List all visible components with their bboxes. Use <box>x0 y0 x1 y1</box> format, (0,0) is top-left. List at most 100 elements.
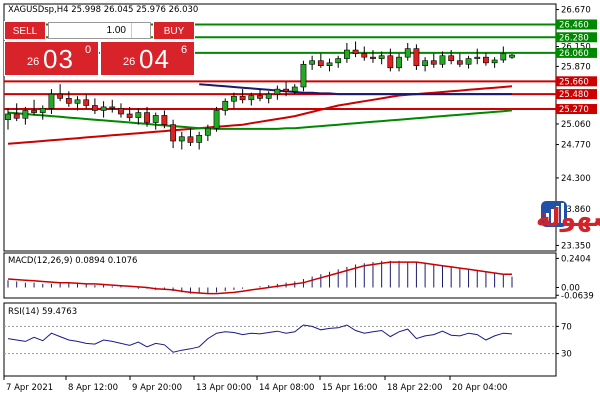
watermark-logo <box>541 201 567 227</box>
candle-body <box>48 93 55 109</box>
rsi-line <box>7 324 513 353</box>
level-label: 26.060 <box>559 49 589 59</box>
moving-average <box>199 83 512 96</box>
level-label: 26.280 <box>559 33 589 43</box>
candle-body <box>439 55 446 65</box>
macd-tick-label: -0.0639 <box>561 291 594 301</box>
candle-body <box>265 93 272 99</box>
candle-body <box>413 48 420 66</box>
level-label: 25.480 <box>559 90 589 100</box>
candle-body <box>31 110 37 113</box>
lot-size-value[interactable]: 1.00 <box>106 25 126 36</box>
price-tick-label: 26.670 <box>561 6 591 16</box>
candle-body <box>500 53 507 61</box>
candle-body <box>22 110 29 119</box>
moving-average-lines <box>7 83 513 145</box>
time-tick-label: 7 Apr 2021 <box>6 383 53 393</box>
candle-body <box>222 100 229 111</box>
candle-body <box>83 99 90 106</box>
price-tick-label: 23.350 <box>561 241 591 251</box>
candle-body <box>74 99 81 104</box>
level-label-bg <box>556 89 597 100</box>
candle-body <box>352 49 359 54</box>
candle-body <box>170 124 177 142</box>
sell-price-button[interactable]: 26 03 0 <box>4 41 99 76</box>
buy-button[interactable]: BUY <box>153 21 195 40</box>
candle-body <box>144 112 150 123</box>
candle-body <box>378 55 385 59</box>
candle-body <box>335 58 342 64</box>
candlesticks <box>5 41 515 150</box>
candle-body <box>509 54 515 58</box>
candle-body <box>109 106 116 109</box>
candle-body <box>283 88 289 92</box>
time-axis: 7 Apr 2021 8 Apr 12:00 9 Apr 20:00 13 Apr 0… <box>3 376 507 393</box>
time-tick-label: 20 Apr 04:00 <box>452 383 507 393</box>
watermark-text: التداول بسهولة <box>536 203 600 233</box>
candle-body <box>361 53 368 58</box>
candle-body <box>213 110 220 129</box>
candle-body <box>118 108 124 115</box>
candle-body <box>404 48 411 58</box>
candle-body <box>396 56 402 69</box>
sell-price-prefix: 26 <box>27 56 40 68</box>
chart-title: XAGUSDsp,H4 25.998 26.045 25.976 26.030 <box>8 5 198 15</box>
rsi-tick-label: 70 <box>561 322 572 332</box>
candle-body <box>13 113 20 119</box>
candle-body <box>65 98 72 104</box>
candle-body <box>430 60 437 65</box>
candle-body <box>456 60 463 65</box>
macd-signal-line <box>7 261 512 295</box>
level-label-bg <box>556 47 597 58</box>
macd-tick-label: 0.2404 <box>561 254 591 264</box>
candle-body <box>161 115 168 125</box>
macd-tick-label: 0.00 <box>561 284 580 294</box>
price-tick-label: 24.300 <box>561 174 591 184</box>
time-tick-label: 8 Apr 12:00 <box>68 383 118 393</box>
candle-body <box>5 113 11 120</box>
candle-body <box>448 55 455 62</box>
candle-body <box>231 95 237 102</box>
rsi-tick-label: 30 <box>561 350 572 360</box>
candle-body <box>326 62 333 66</box>
moving-average <box>7 109 513 130</box>
level-label-bg <box>556 76 597 87</box>
candle-body <box>483 56 489 64</box>
candle-body <box>239 95 246 101</box>
buy-price-main: 04 <box>139 44 170 74</box>
price-tick-label: 23.860 <box>561 205 591 215</box>
candle-body <box>187 136 194 143</box>
one-click-trading-panel: SELL 1.00 BUY 26 03 0 26 04 6 <box>4 21 195 76</box>
sell-button[interactable]: SELL <box>4 21 46 40</box>
rsi-panel-frame <box>3 302 557 377</box>
rsi-path <box>7 324 513 353</box>
candle-body <box>178 136 185 142</box>
candle-body <box>135 112 142 118</box>
sell-price-fraction: 0 <box>85 44 92 56</box>
macd-panel-frame <box>3 252 557 299</box>
sell-price-main: 03 <box>43 44 74 74</box>
candle-body <box>126 113 133 118</box>
candle-body <box>465 58 472 65</box>
candle-body <box>248 95 255 101</box>
time-tick-label: 14 Apr 08:00 <box>259 383 314 393</box>
candle-body <box>309 60 316 65</box>
level-label-bg <box>556 32 597 43</box>
candle-body <box>152 115 159 123</box>
time-tick-label: 15 Apr 16:00 <box>322 383 377 393</box>
candle-body <box>343 49 350 59</box>
candle-body <box>474 56 481 59</box>
buy-price-button[interactable]: 26 04 6 <box>100 41 195 76</box>
candle-body <box>257 95 263 99</box>
lot-spinner-icon[interactable] <box>131 23 148 38</box>
candle-body <box>317 60 324 66</box>
candle-body <box>370 56 376 59</box>
candle-body <box>91 105 98 111</box>
lot-size-input[interactable]: 1.00 <box>48 22 151 39</box>
candle-body <box>204 127 211 136</box>
price-tick-label: 26.150 <box>561 43 591 53</box>
level-label: 25.270 <box>559 105 589 115</box>
price-tick-label: 25.870 <box>561 62 591 72</box>
candle-body <box>387 55 394 69</box>
